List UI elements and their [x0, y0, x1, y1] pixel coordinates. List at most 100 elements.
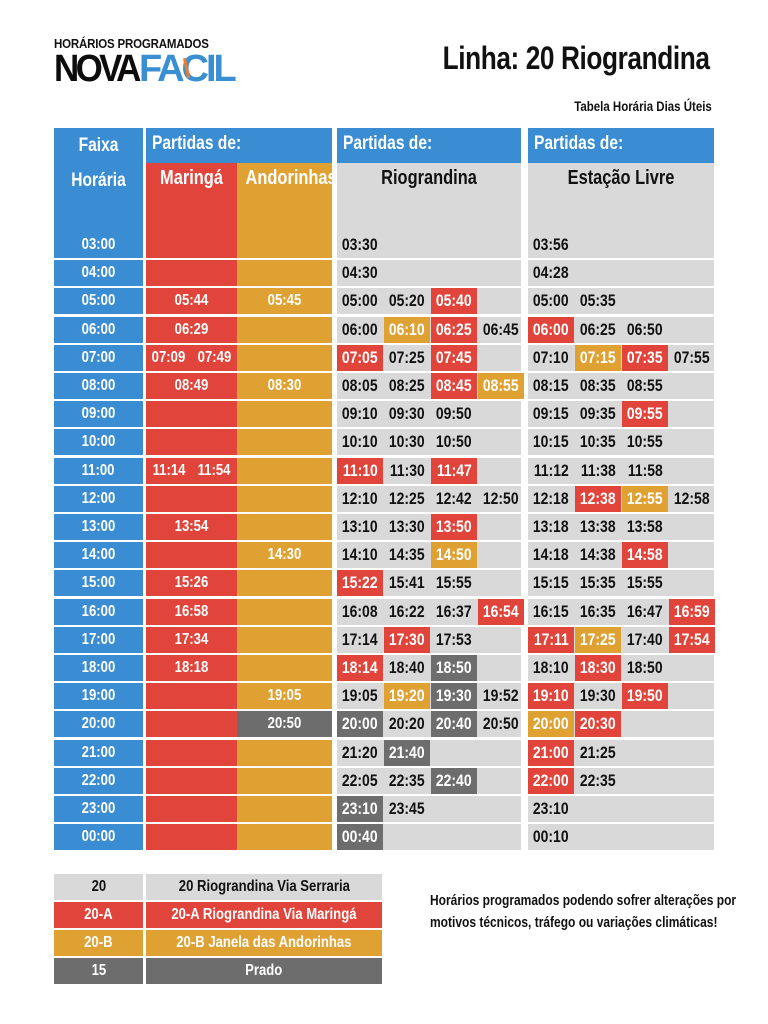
departure-time: 11:38 [580, 460, 616, 480]
departure-time: 07:25 [389, 347, 425, 367]
brand-logo: HORÁRIOS PROGRAMADOS NOVA FACIL [54, 37, 237, 88]
maringa-cell: 07:09 07:49 [146, 344, 237, 371]
logo-tagline: HORÁRIOS PROGRAMADOS [54, 37, 209, 51]
departure-time: 09:55 [622, 401, 668, 428]
andorinhas-cell [237, 767, 332, 794]
departure-time: 16:08 [342, 601, 378, 621]
maringa-cell: 17:34 [146, 626, 237, 653]
route-legend: 20 20 Riograndina Via Serraria 20-A 20-A Ri… [54, 874, 382, 986]
legend-route-name: 20-A Riograndina Via Maringá [146, 902, 382, 928]
hour-cell: 12:00 [54, 485, 143, 512]
estacao-row: 16:15 16:35 16:47 16:59 [528, 598, 715, 625]
departure-time: 08:55 [627, 376, 663, 395]
departure-time: 05:40 [431, 288, 477, 315]
departure-time: 21:40 [384, 739, 430, 766]
departure-time: 13:10 [342, 517, 378, 536]
departure-time: 12:10 [342, 488, 378, 508]
riograndina-row: 09:10 09:30 09:50 [337, 401, 521, 428]
departure-time: 05:00 [533, 291, 569, 311]
andorinhas-cell [237, 796, 332, 822]
maringa-cell: 08:49 [146, 373, 237, 399]
departure-time: 03:30 [342, 235, 378, 254]
origin-header-maringa: Maringá [146, 163, 237, 232]
departure-time: 07:09 [151, 348, 186, 366]
departure-time: 15:35 [580, 573, 616, 593]
maringa-cell: 13:54 [146, 514, 237, 540]
departure-time: 19:10 [528, 683, 574, 710]
riograndina-row: 13:10 13:30 13:50 [337, 514, 521, 540]
departure-time: 13:54 [174, 518, 209, 535]
departure-time: 06:25 [431, 316, 477, 343]
legend-code: 20-B [54, 930, 143, 956]
departure-time: 23:10 [533, 799, 569, 818]
departure-time: 16:37 [436, 601, 472, 621]
departure-time: 11:30 [389, 460, 425, 480]
departure-time: 07:35 [622, 344, 668, 371]
departure-time: 08:15 [533, 376, 569, 395]
estacao-row: 17:11 17:25 17:40 17:54 [528, 626, 715, 653]
andorinhas-cell: 08:30 [237, 373, 332, 399]
andorinhas-cell: 14:30 [237, 542, 332, 569]
andorinhas-cell [237, 316, 332, 343]
hour-column-header: Faixa Horária [54, 128, 143, 232]
departure-time: 14:30 [267, 546, 302, 564]
departure-time: 14:50 [431, 542, 477, 569]
estacao-row: 19:10 19:30 19:50 [528, 683, 714, 710]
departure-time: 11:54 [197, 461, 231, 479]
riograndina-row: 20:00 20:20 20:40 20:50 [337, 711, 521, 738]
departure-time: 14:38 [580, 545, 616, 565]
departure-time: 06:50 [627, 319, 663, 339]
departure-time: 15:26 [174, 574, 209, 592]
departure-time: 12:50 [483, 488, 519, 508]
hour-cell: 03:00 [54, 232, 143, 258]
departure-time: 18:50 [431, 655, 477, 681]
departure-time: 17:53 [436, 629, 472, 649]
departure-time: 20:30 [575, 711, 621, 738]
departure-time: 18:40 [389, 658, 425, 677]
legend-route-name: Prado [146, 958, 382, 984]
riograndina-row: 11:10 11:30 11:47 [337, 457, 521, 484]
departure-time: 18:14 [337, 655, 383, 681]
departure-time: 07:45 [431, 344, 477, 371]
riograndina-row: 12:10 12:25 12:42 12:50 [337, 485, 521, 512]
riograndina-row: 19:05 19:20 19:30 19:52 [337, 683, 521, 710]
riograndina-row: 04:30 [337, 260, 521, 287]
departure-time: 05:20 [389, 291, 425, 311]
departure-time: 12:38 [575, 485, 621, 512]
departure-time: 16:54 [478, 598, 524, 625]
departure-time: 22:35 [580, 770, 616, 790]
andorinhas-cell [237, 739, 332, 766]
departure-time: 08:45 [431, 373, 477, 399]
hour-cell: 15:00 [54, 570, 143, 597]
departure-time: 23:10 [337, 796, 383, 822]
legend-row: 15 Prado [54, 958, 382, 984]
departure-time: 05:45 [267, 292, 302, 310]
departure-time: 10:50 [436, 432, 472, 452]
departure-time: 21:00 [528, 739, 574, 766]
departure-time: 14:18 [533, 545, 569, 565]
maringa-cell [146, 542, 237, 569]
maringa-cell [146, 485, 237, 512]
departure-time: 20:40 [431, 711, 477, 738]
estacao-row: 22:00 22:35 [528, 767, 714, 794]
departure-time: 18:30 [575, 655, 621, 681]
departure-time: 14:10 [342, 545, 378, 565]
legend-row: 20-B 20-B Janela das Andorinhas [54, 930, 382, 956]
departure-time: 17:14 [342, 629, 378, 649]
departure-time: 03:56 [533, 235, 569, 254]
note-line-2: motivos técnicos, tráfego ou variações c… [430, 914, 718, 931]
departure-time: 12:58 [674, 488, 710, 508]
maringa-cell: 05:44 [146, 288, 237, 315]
riograndina-row: 03:30 [337, 232, 521, 258]
maringa-cell: 06:29 [146, 316, 237, 343]
departure-time: 16:35 [580, 601, 616, 621]
departure-time: 08:30 [267, 377, 302, 394]
departure-time: 17:34 [174, 630, 209, 648]
departure-time: 17:11 [528, 626, 574, 653]
hour-cell: 17:00 [54, 626, 143, 653]
departure-time: 22:35 [389, 770, 425, 790]
andorinhas-cell [237, 824, 332, 851]
hour-cell: 20:00 [54, 711, 143, 738]
departures-header-group-3: Partidas de: [528, 128, 714, 163]
legend-code: 20 [54, 874, 143, 900]
